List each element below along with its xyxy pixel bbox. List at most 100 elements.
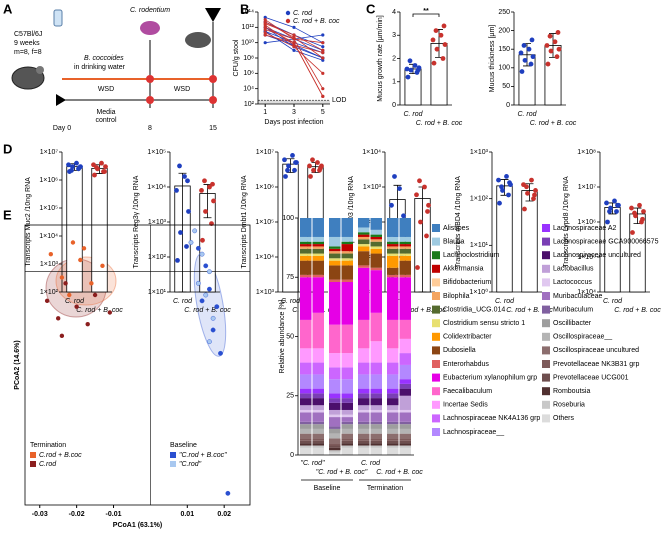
bar-segment [341, 258, 353, 261]
y-axis-label: CFU/g stool [233, 39, 240, 76]
bar-segment [399, 218, 411, 237]
legend-swatch [432, 278, 440, 287]
data-point [207, 286, 212, 292]
x-tick-label: C. rod [65, 298, 85, 305]
legend-swatch [542, 332, 550, 341]
x-tick-label: C. rod + B. coc [416, 120, 463, 127]
y-tick-label: 10¹² [242, 24, 255, 31]
bar-segment [370, 253, 382, 268]
data-point [48, 251, 54, 257]
bar-segment [358, 265, 370, 268]
legend-swatch [30, 461, 36, 467]
data-point [199, 187, 204, 193]
y-tick-label: 1×10⁸ [577, 149, 596, 156]
y-axis-label: Transcripts mBD4 /10ng RNA [455, 176, 462, 268]
bar-segment [312, 412, 324, 422]
bar-segment [341, 445, 353, 448]
data-point [285, 167, 290, 173]
bar-segment [312, 405, 324, 410]
bar-segment [387, 319, 399, 349]
data-point [414, 192, 419, 198]
legend-label: Colidextribacter [443, 334, 492, 341]
x-tick-label: C. rod [403, 111, 423, 118]
bar-segment [312, 388, 324, 394]
bar-segment [399, 395, 411, 410]
data-point [321, 94, 325, 98]
data-point [81, 246, 87, 251]
data-point [182, 174, 187, 179]
legend-swatch [432, 387, 440, 396]
bar-segment [387, 405, 399, 410]
group-label: "C. rod" [300, 460, 325, 467]
bar-segment [370, 409, 382, 413]
bar-segment [329, 279, 341, 282]
bar-segment [399, 438, 411, 441]
bar-segment [399, 236, 411, 242]
y-tick-label: 1×10¹ [148, 289, 167, 296]
data-point [185, 178, 190, 184]
legend-swatch [432, 414, 440, 423]
bar-segment [312, 424, 324, 429]
data-point [177, 163, 182, 169]
data-point [404, 66, 410, 72]
bar-segment [370, 393, 382, 399]
y-tick-label: 100 [498, 65, 510, 72]
bar-segment [329, 452, 341, 455]
legend-swatch [432, 292, 440, 300]
y-axis-label: Transcripts Lypd8 /10ng RNA [563, 176, 570, 268]
bar-segment [387, 277, 399, 320]
data-point [415, 265, 420, 270]
data-point [59, 275, 65, 280]
data-point [321, 41, 325, 45]
y-axis-label: Transcripts Dmbt1 /10ng RNA [241, 175, 248, 268]
data-point [292, 45, 296, 49]
data-point [286, 163, 291, 169]
y-tick-label: 50 [502, 83, 510, 90]
legend-label: C.rod [39, 461, 57, 468]
bar-segment [312, 241, 324, 245]
data-point [292, 167, 297, 173]
data-point [521, 43, 527, 48]
data-point [77, 165, 82, 170]
bar [66, 166, 83, 293]
bar-segment [329, 398, 341, 403]
legend-label: "C.rod + B.coc" [179, 452, 227, 459]
legend-swatch [432, 319, 440, 328]
legend-label: Faecalibaculum [443, 388, 492, 395]
legend-swatch [432, 373, 440, 382]
data-point [292, 25, 296, 29]
legend-swatch [30, 452, 36, 458]
data-point [184, 244, 189, 249]
legend-label: Roseburia [553, 402, 585, 409]
bar-segment [300, 236, 312, 242]
bar-segment [329, 218, 341, 237]
bar-segment [312, 244, 324, 247]
bar-segment [300, 398, 312, 406]
data-point [311, 167, 316, 173]
bar-segment [399, 244, 411, 247]
bar-segment [370, 447, 382, 455]
bar-segment [300, 374, 312, 389]
data-point [545, 61, 551, 67]
bar-segment [370, 412, 382, 422]
bar-segment [341, 244, 353, 252]
data-point [422, 184, 427, 190]
data-point [392, 174, 397, 179]
bar-segment [329, 443, 341, 446]
data-point [293, 160, 298, 165]
legend-label: Lachnospiraceae GCA900066575 [553, 238, 659, 245]
bar-segment [370, 236, 382, 240]
bar-segment [341, 251, 353, 254]
bar-segment [370, 241, 382, 247]
bar-segment [358, 424, 370, 429]
data-point [433, 28, 439, 33]
data-point [315, 160, 320, 165]
bar-segment [312, 362, 324, 375]
y-tick-label: 1×10³ [256, 289, 275, 296]
data-point [310, 157, 315, 163]
bar-segment [312, 218, 324, 237]
data-point [389, 202, 394, 208]
bar [282, 163, 299, 293]
bar-segment [370, 405, 382, 410]
